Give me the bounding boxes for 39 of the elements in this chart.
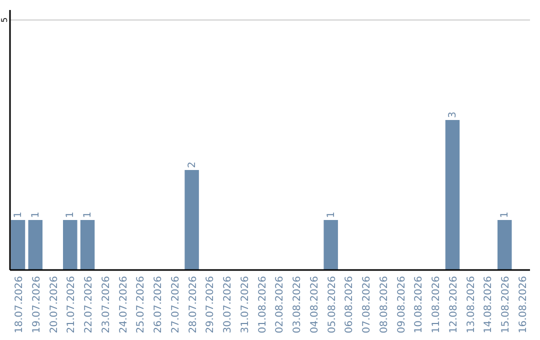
x-tick-label: 19.07.2026 (31, 276, 42, 334)
x-tick-label: 30.07.2026 (222, 276, 234, 334)
x-tick-label: 15.08.2026 (500, 276, 512, 334)
x-tick-label: 01.08.2026 (257, 276, 268, 334)
x-tick-label: 14.08.2026 (483, 276, 494, 334)
x-tick-label: 04.08.2026 (309, 276, 320, 334)
x-tick-label: 28.07.2026 (188, 276, 199, 334)
x-tick-label: 02.08.2026 (274, 276, 286, 334)
x-tick-label: 27.07.2026 (170, 276, 182, 334)
x-tick-label: 09.08.2026 (396, 276, 408, 334)
x-tick-label: 03.08.2026 (292, 276, 304, 334)
x-tick-label: 26.07.2026 (153, 276, 164, 334)
x-tick-label: 23.07.2026 (100, 276, 112, 334)
x-tick-label: 12.08.2026 (448, 276, 460, 334)
x-tick-label: 10.08.2026 (414, 276, 425, 334)
x-tick-label: 24.07.2026 (118, 276, 130, 334)
x-tick-label: 21.07.2026 (66, 276, 78, 334)
x-tick-label: 16.08.2026 (518, 276, 530, 334)
x-tick-label: 11.08.2026 (431, 276, 442, 334)
x-tick-label: 25.07.2026 (136, 276, 147, 334)
data-label: 1 (12, 212, 24, 218)
x-tick-label: 05.08.2026 (326, 276, 338, 334)
data-label: 1 (65, 212, 76, 218)
x-tick-label: 07.08.2026 (362, 276, 373, 334)
x-tick-label: 13.08.2026 (466, 276, 477, 334)
x-tick-label: 18.07.2026 (14, 276, 25, 334)
x-tick-label: 29.07.2026 (205, 276, 216, 334)
data-label: 1 (500, 212, 511, 218)
x-tick-label: 08.08.2026 (378, 276, 390, 334)
x-tick-label: 22.07.2026 (84, 276, 95, 334)
data-label: 1 (82, 212, 94, 218)
data-label: 3 (447, 112, 458, 118)
data-label: 1 (30, 212, 42, 218)
x-tick-label: 06.08.2026 (344, 276, 356, 334)
x-tick-label: 20.07.2026 (48, 276, 60, 334)
x-tick-label: 31.07.2026 (240, 276, 251, 334)
data-label: 2 (186, 162, 198, 168)
data-label: 1 (326, 212, 337, 218)
y-tick-label: 5 (0, 17, 9, 23)
